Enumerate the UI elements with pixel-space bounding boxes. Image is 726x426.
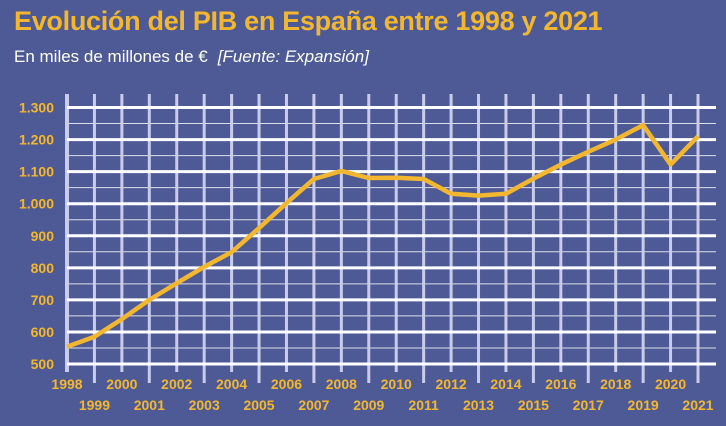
x-tick-label: 2016 (545, 376, 576, 392)
y-tick-label: 800 (31, 260, 55, 276)
y-tick-label: 500 (31, 356, 55, 372)
chart-title: Evolución del PIB en España entre 1998 y… (14, 6, 603, 36)
x-tick-label: 2021 (682, 397, 713, 413)
x-tick-label: 2015 (518, 397, 549, 413)
y-tick-label: 1.000 (19, 196, 54, 212)
y-tick-label: 600 (31, 324, 55, 340)
x-tick-label: 2008 (326, 376, 357, 392)
x-tick-label: 2009 (353, 397, 384, 413)
x-tick-label: 2007 (298, 397, 329, 413)
x-tick-label: 2006 (271, 376, 302, 392)
x-tick-label: 2017 (573, 397, 604, 413)
x-tick-label: 2000 (106, 376, 137, 392)
x-tick-label: 2014 (490, 376, 521, 392)
x-tick-label: 2001 (134, 397, 165, 413)
gdp-series-line (66, 122, 700, 349)
x-tick-label: 1999 (79, 397, 110, 413)
unit-label: En miles de millones de € (14, 47, 208, 66)
x-tick-label: 2004 (216, 376, 247, 392)
x-tick-label: 2011 (408, 397, 439, 413)
source-label: [Fuente: Expansión] (217, 47, 369, 66)
x-tick-label: 2010 (381, 376, 412, 392)
y-tick-label: 1.100 (19, 164, 54, 180)
x-tick-label: 2003 (189, 397, 220, 413)
x-tick-label: 2013 (463, 397, 494, 413)
y-tick-label: 1.300 (19, 100, 54, 116)
chart-subtitle: En miles de millones de € [Fuente: Expans… (14, 47, 369, 67)
x-tick-label: 2018 (600, 376, 631, 392)
x-tick-label: 1998 (51, 376, 82, 392)
y-tick-label: 1.200 (19, 132, 54, 148)
x-tick-label: 2002 (161, 376, 192, 392)
x-tick-label: 2019 (628, 397, 659, 413)
x-tick-label: 2005 (243, 397, 274, 413)
x-tick-label: 2020 (655, 376, 686, 392)
y-tick-label: 900 (31, 228, 55, 244)
y-tick-label: 700 (31, 292, 55, 308)
x-tick-label: 2012 (436, 376, 467, 392)
